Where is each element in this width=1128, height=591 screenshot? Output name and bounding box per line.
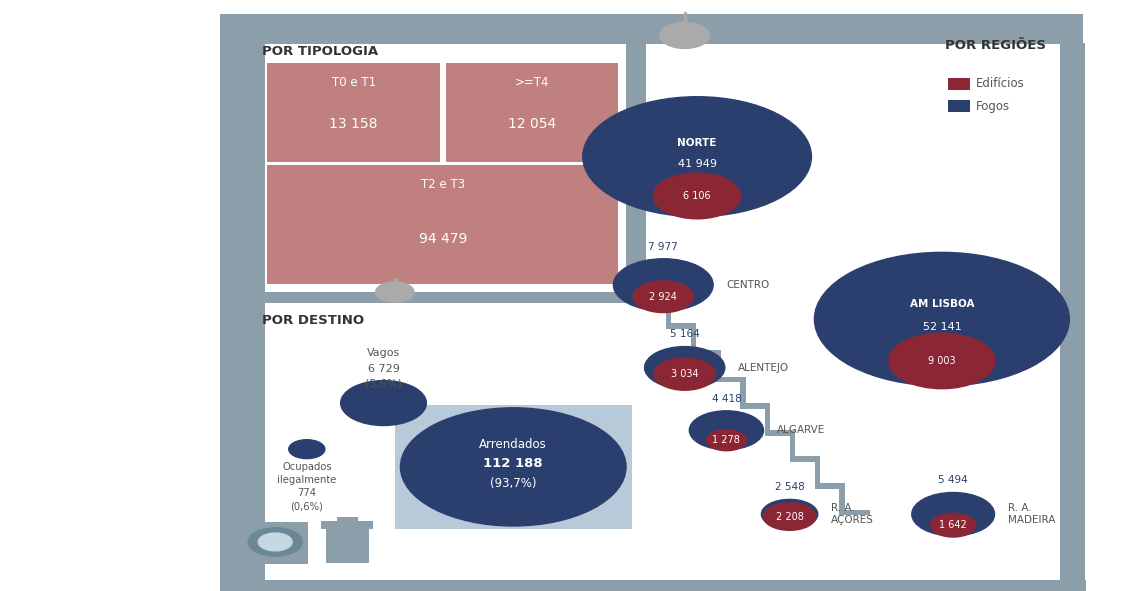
Circle shape xyxy=(644,346,725,389)
Bar xyxy=(746,403,770,409)
Bar xyxy=(220,14,1083,44)
Bar xyxy=(671,323,696,329)
Text: POR DESTINO: POR DESTINO xyxy=(262,314,364,327)
Circle shape xyxy=(689,411,764,450)
Bar xyxy=(220,43,245,591)
Text: >=T4: >=T4 xyxy=(514,76,549,89)
Text: R. A.
AÇORES: R. A. AÇORES xyxy=(831,504,874,525)
Text: 2 548: 2 548 xyxy=(775,482,804,492)
Circle shape xyxy=(258,533,292,551)
Circle shape xyxy=(761,499,818,529)
Bar xyxy=(839,489,845,515)
Text: NORTE: NORTE xyxy=(678,138,716,148)
Bar xyxy=(715,356,721,382)
Bar xyxy=(814,462,820,489)
Text: POR REGIÕES: POR REGIÕES xyxy=(945,39,1047,52)
Text: 12 054: 12 054 xyxy=(508,117,556,131)
Text: 5 494: 5 494 xyxy=(938,475,968,485)
Bar xyxy=(696,350,721,356)
Text: 6 729: 6 729 xyxy=(368,364,399,374)
Circle shape xyxy=(889,333,995,389)
Bar xyxy=(220,580,1086,591)
Circle shape xyxy=(764,503,816,530)
Text: 5 164: 5 164 xyxy=(670,330,699,339)
Bar xyxy=(770,430,795,436)
Bar xyxy=(267,165,618,284)
Text: 41 949: 41 949 xyxy=(678,159,716,169)
Bar xyxy=(321,521,373,529)
Circle shape xyxy=(633,281,694,313)
Circle shape xyxy=(341,381,426,426)
Bar xyxy=(245,44,265,292)
Circle shape xyxy=(931,514,976,537)
Bar xyxy=(395,405,632,529)
Circle shape xyxy=(248,528,302,556)
Text: T0 e T1: T0 e T1 xyxy=(332,76,376,89)
Text: 9 003: 9 003 xyxy=(928,356,955,366)
Bar xyxy=(690,329,696,356)
Text: (5,6%): (5,6%) xyxy=(365,379,402,389)
Circle shape xyxy=(654,358,715,390)
Text: 3 034: 3 034 xyxy=(671,369,698,379)
Text: ALGARVE: ALGARVE xyxy=(777,426,826,435)
Circle shape xyxy=(376,282,414,302)
Text: 2 208: 2 208 xyxy=(776,512,803,522)
Bar xyxy=(267,63,440,162)
Bar xyxy=(446,63,618,162)
Text: R. A.
MADEIRA: R. A. MADEIRA xyxy=(1008,504,1056,525)
Bar xyxy=(948,100,970,112)
Text: 6 106: 6 106 xyxy=(684,191,711,201)
Bar xyxy=(245,292,651,303)
Circle shape xyxy=(400,408,626,526)
Text: Arrendados: Arrendados xyxy=(479,438,547,451)
Bar xyxy=(790,436,795,462)
Bar xyxy=(245,303,265,580)
Text: POR TIPOLOGIA: POR TIPOLOGIA xyxy=(262,45,378,58)
Text: Edifícios: Edifícios xyxy=(976,77,1024,90)
Text: 112 188: 112 188 xyxy=(484,457,543,470)
Bar xyxy=(795,456,820,462)
Bar xyxy=(666,303,671,329)
Text: Vagos: Vagos xyxy=(367,348,400,358)
Circle shape xyxy=(653,173,741,219)
Circle shape xyxy=(583,97,811,216)
Bar xyxy=(948,78,970,90)
Bar xyxy=(646,297,671,303)
Bar xyxy=(845,509,870,515)
Circle shape xyxy=(706,430,747,451)
Text: Fogos: Fogos xyxy=(976,100,1010,113)
Text: 13 158: 13 158 xyxy=(329,117,378,131)
Text: 4 418: 4 418 xyxy=(712,394,741,404)
Bar xyxy=(1060,43,1085,591)
Text: 52 141: 52 141 xyxy=(923,322,961,332)
Bar xyxy=(765,409,770,436)
Text: 7 977: 7 977 xyxy=(649,242,678,252)
Text: ALENTEJO: ALENTEJO xyxy=(739,363,790,372)
Text: (93,7%): (93,7%) xyxy=(490,477,537,490)
Circle shape xyxy=(660,22,710,48)
Bar xyxy=(337,517,358,523)
Bar xyxy=(626,44,646,292)
Text: 94 479: 94 479 xyxy=(418,232,467,246)
Circle shape xyxy=(911,492,995,536)
Bar xyxy=(326,527,369,563)
Text: 2 924: 2 924 xyxy=(650,292,677,302)
Bar xyxy=(740,382,746,409)
Text: 1 278: 1 278 xyxy=(713,436,740,445)
Text: AM LISBOA: AM LISBOA xyxy=(909,300,975,310)
Bar xyxy=(721,376,746,382)
Text: T2 e T3: T2 e T3 xyxy=(421,178,465,191)
Bar xyxy=(243,522,308,564)
Text: CENTRO: CENTRO xyxy=(726,280,770,290)
Text: 1 642: 1 642 xyxy=(940,520,967,530)
Circle shape xyxy=(814,252,1069,386)
Bar xyxy=(820,483,845,489)
Circle shape xyxy=(289,440,325,459)
Text: Ocupados
ilegalmente
774
(0,6%): Ocupados ilegalmente 774 (0,6%) xyxy=(277,462,336,511)
Circle shape xyxy=(614,259,713,311)
